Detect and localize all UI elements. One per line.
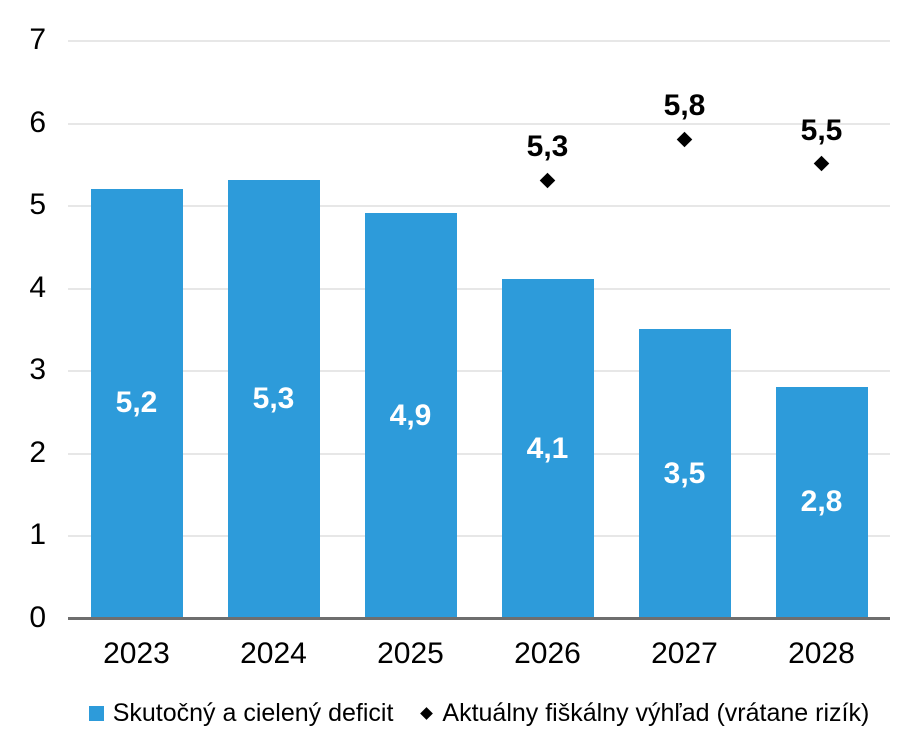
y-tick-label: 3 — [29, 353, 46, 387]
bar-value-label: 3,5 — [663, 456, 706, 490]
gridline — [68, 40, 890, 42]
bar-2028: 2,8 — [775, 386, 868, 618]
bar-2027: 3,5 — [638, 329, 731, 618]
gridline — [68, 452, 890, 455]
gridline — [68, 535, 890, 538]
y-tick-label: 7 — [29, 23, 46, 56]
bar-2026: 4,1 — [501, 279, 594, 618]
y-tick-label: 6 — [29, 105, 46, 139]
bar-2025: 4,9 — [364, 213, 457, 618]
gridline — [68, 205, 890, 208]
legend-item-deficit: Skutočný a cielený deficit — [88, 698, 394, 728]
gridline — [68, 287, 890, 290]
y-tick-label: 2 — [29, 435, 46, 469]
diamond-series-swatch-icon — [420, 706, 434, 720]
bar-value-label: 2,8 — [800, 485, 843, 519]
y-tick-label: 5 — [29, 188, 46, 222]
bar-2023: 5,2 — [90, 188, 183, 618]
x-tick-label-2025: 2025 — [377, 637, 444, 670]
bar-series-swatch-icon — [88, 705, 104, 721]
y-tick-label: 4 — [29, 270, 46, 304]
bar-value-label: 4,1 — [526, 431, 569, 465]
diamond-value-label: 5,3 — [526, 130, 569, 164]
bar-2024: 5,3 — [227, 180, 320, 618]
diamond-marker-2028 — [813, 156, 830, 172]
legend-label-outlook: Aktuálny fiškálny výhľad (vrátane rizík) — [442, 698, 870, 727]
diamond-marker-2026 — [539, 172, 556, 189]
gridline — [68, 122, 890, 125]
legend-label-deficit: Skutočný a cielený deficit — [112, 698, 394, 727]
x-tick-label-2026: 2026 — [514, 637, 581, 670]
y-tick-label: 0 — [29, 601, 46, 634]
x-tick-label-2024: 2024 — [240, 637, 307, 670]
legend-item-outlook: Aktuálny fiškálny výhľad (vrátane rizík) — [419, 699, 869, 728]
bar-value-label: 5,2 — [115, 386, 158, 420]
diamond-value-label: 5,8 — [663, 89, 706, 123]
legend: Skutočný a cielený deficit Aktuálny fišk… — [68, 694, 890, 732]
x-tick-label-2027: 2027 — [651, 637, 718, 670]
bar-value-label: 4,9 — [389, 398, 432, 432]
gridline — [68, 370, 890, 373]
bar-value-label: 5,3 — [252, 382, 295, 416]
diamond-marker-2027 — [676, 131, 693, 147]
plot-area: 5,2 5,3 4,9 4,1 3,5 2,8 5,3 5,8 5,5 — [68, 40, 890, 620]
diamond-value-label: 5,5 — [800, 113, 843, 147]
x-tick-label-2023: 2023 — [103, 637, 170, 670]
x-axis-line — [68, 617, 890, 620]
y-tick-label: 1 — [29, 518, 46, 552]
x-tick-label-2028: 2028 — [788, 637, 855, 670]
